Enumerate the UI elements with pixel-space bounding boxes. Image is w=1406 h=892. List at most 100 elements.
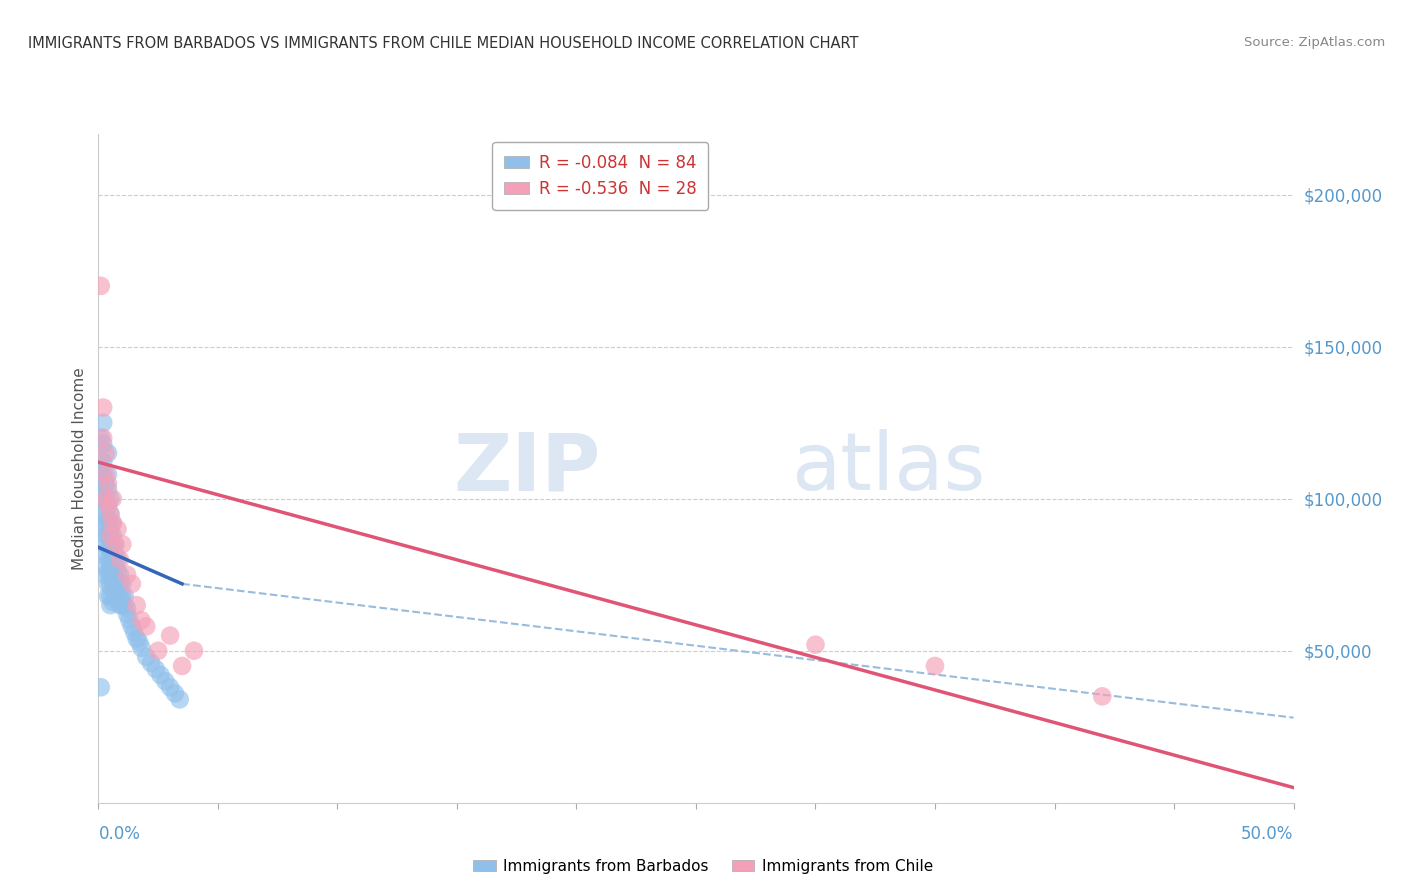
Point bbox=[97, 476, 120, 491]
Point bbox=[94, 528, 117, 542]
Point bbox=[107, 522, 129, 536]
Point bbox=[97, 589, 120, 603]
Point bbox=[90, 680, 112, 694]
Point bbox=[91, 416, 114, 430]
Point bbox=[125, 598, 148, 612]
Point bbox=[90, 278, 112, 293]
Point bbox=[98, 556, 122, 570]
Point bbox=[114, 598, 136, 612]
Point bbox=[139, 656, 162, 670]
Point bbox=[97, 483, 120, 497]
Point bbox=[94, 504, 117, 518]
Point bbox=[108, 589, 131, 603]
Point bbox=[94, 537, 117, 551]
Point bbox=[115, 567, 138, 582]
Point bbox=[97, 528, 120, 542]
Point bbox=[155, 674, 177, 689]
Point bbox=[107, 552, 129, 566]
Point bbox=[97, 577, 120, 591]
Point bbox=[98, 531, 122, 545]
Point bbox=[108, 598, 131, 612]
Point bbox=[98, 491, 122, 506]
Point bbox=[91, 431, 114, 445]
Point bbox=[101, 516, 124, 530]
Point bbox=[108, 567, 131, 582]
Point bbox=[94, 491, 117, 506]
Point bbox=[101, 528, 124, 542]
Point bbox=[108, 577, 131, 591]
Point bbox=[97, 552, 120, 566]
Point bbox=[101, 582, 124, 597]
Point bbox=[124, 625, 146, 640]
Point bbox=[125, 632, 148, 646]
Point bbox=[94, 491, 117, 506]
Point bbox=[98, 598, 122, 612]
Point bbox=[101, 562, 124, 576]
Point bbox=[91, 467, 114, 482]
Point bbox=[111, 589, 134, 603]
Point bbox=[1091, 690, 1114, 704]
Point bbox=[98, 507, 122, 521]
Point bbox=[104, 537, 127, 551]
Point bbox=[104, 592, 127, 607]
Point bbox=[101, 552, 124, 566]
Point bbox=[163, 686, 186, 700]
Point bbox=[107, 565, 129, 579]
Point bbox=[114, 589, 136, 603]
Point bbox=[91, 507, 114, 521]
Point bbox=[145, 662, 167, 676]
Point bbox=[121, 619, 143, 633]
Point bbox=[131, 640, 153, 655]
Point bbox=[118, 613, 141, 627]
Point bbox=[91, 522, 114, 536]
Point bbox=[94, 558, 117, 573]
Point bbox=[115, 601, 138, 615]
Point bbox=[97, 446, 120, 460]
Point bbox=[94, 467, 117, 482]
Point bbox=[172, 659, 194, 673]
Text: atlas: atlas bbox=[792, 429, 986, 508]
Point bbox=[97, 541, 120, 555]
Point bbox=[101, 541, 124, 555]
Point bbox=[104, 571, 127, 585]
Point bbox=[183, 644, 205, 658]
Point bbox=[97, 467, 120, 482]
Point bbox=[148, 644, 170, 658]
Point bbox=[107, 577, 129, 591]
Point bbox=[159, 680, 181, 694]
Point bbox=[91, 491, 114, 506]
Text: Source: ZipAtlas.com: Source: ZipAtlas.com bbox=[1244, 36, 1385, 49]
Point bbox=[101, 491, 124, 506]
Point bbox=[101, 595, 124, 609]
Point bbox=[101, 574, 124, 588]
Point bbox=[107, 586, 129, 600]
Text: 0.0%: 0.0% bbox=[98, 825, 141, 843]
Point bbox=[111, 577, 134, 591]
Point bbox=[104, 546, 127, 560]
Legend: R = -0.084  N = 84, R = -0.536  N = 28: R = -0.084 N = 84, R = -0.536 N = 28 bbox=[492, 142, 709, 210]
Point bbox=[128, 634, 150, 648]
Point bbox=[97, 498, 120, 512]
Point bbox=[169, 692, 191, 706]
Point bbox=[94, 516, 117, 530]
Point bbox=[97, 513, 120, 527]
Point bbox=[104, 582, 127, 597]
Point bbox=[135, 619, 157, 633]
Point bbox=[90, 476, 112, 491]
Point bbox=[924, 659, 946, 673]
Text: 50.0%: 50.0% bbox=[1241, 825, 1294, 843]
Y-axis label: Median Household Income: Median Household Income bbox=[72, 367, 87, 570]
Point bbox=[804, 638, 827, 652]
Text: ZIP: ZIP bbox=[453, 429, 600, 508]
Point bbox=[94, 446, 117, 460]
Point bbox=[90, 461, 112, 475]
Point bbox=[104, 558, 127, 573]
Point bbox=[115, 607, 138, 622]
Legend: Immigrants from Barbados, Immigrants from Chile: Immigrants from Barbados, Immigrants fro… bbox=[467, 853, 939, 880]
Point bbox=[101, 516, 124, 530]
Point bbox=[121, 577, 143, 591]
Point bbox=[91, 455, 114, 469]
Point bbox=[98, 543, 122, 558]
Point bbox=[135, 649, 157, 664]
Point bbox=[97, 498, 120, 512]
